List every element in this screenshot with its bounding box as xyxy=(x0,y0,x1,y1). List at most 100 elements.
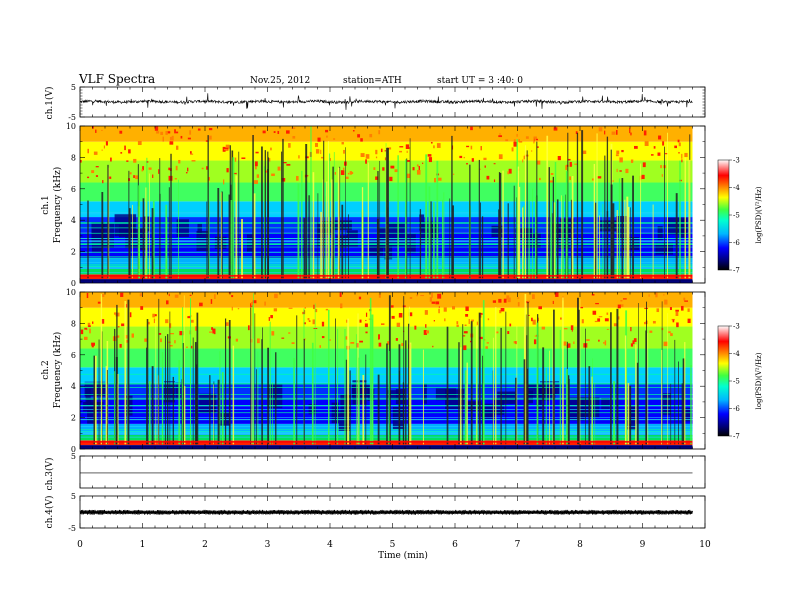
high-power-speckle xyxy=(187,137,191,140)
high-power-speckle xyxy=(231,306,233,311)
y-tick-label: 10 xyxy=(66,288,76,297)
high-power-speckle xyxy=(352,130,355,132)
high-power-speckle xyxy=(569,176,571,181)
ch1-voltage-trace xyxy=(80,93,693,110)
high-power-speckle xyxy=(629,128,631,134)
high-power-speckle xyxy=(643,130,647,136)
spectrogram-image xyxy=(80,126,693,283)
high-power-speckle xyxy=(658,135,662,140)
high-power-speckle xyxy=(325,308,329,311)
high-power-speckle xyxy=(304,307,306,309)
date-label: Nov.25, 2012 xyxy=(250,76,310,86)
high-power-speckle xyxy=(438,306,440,308)
colorbar-tick-label: -5 xyxy=(733,212,740,220)
high-power-speckle xyxy=(581,319,584,324)
high-power-speckle xyxy=(569,161,572,167)
high-power-speckle xyxy=(533,138,535,144)
high-power-speckle xyxy=(165,319,169,324)
high-power-speckle xyxy=(91,344,94,348)
high-power-speckle xyxy=(274,293,278,299)
low-power-patch xyxy=(196,230,210,252)
high-power-speckle xyxy=(373,167,376,170)
high-power-speckle xyxy=(255,166,257,170)
high-power-speckle xyxy=(444,318,446,322)
high-power-speckle xyxy=(437,177,442,181)
high-power-speckle xyxy=(205,140,209,142)
high-power-speckle xyxy=(619,157,623,163)
high-power-speckle xyxy=(660,165,662,169)
high-power-speckle xyxy=(522,159,524,163)
ch1-spectrogram-panel: 0 2 4 6 8 10 xyxy=(66,122,706,288)
high-power-speckle xyxy=(169,136,173,141)
high-power-speckle xyxy=(687,308,690,312)
high-power-speckle xyxy=(262,130,266,134)
high-power-speckle xyxy=(152,313,155,318)
high-power-speckle xyxy=(664,299,668,305)
high-power-speckle xyxy=(431,301,436,304)
high-power-speckle xyxy=(463,331,468,334)
high-power-speckle xyxy=(629,132,632,134)
high-power-speckle xyxy=(466,145,470,148)
high-power-speckle xyxy=(165,131,168,135)
high-power-speckle xyxy=(409,296,413,299)
high-power-speckle xyxy=(131,333,134,338)
high-power-speckle xyxy=(531,150,533,152)
y-tick-label: 0 xyxy=(71,445,76,454)
high-power-speckle xyxy=(539,177,541,181)
high-power-speckle xyxy=(465,314,469,317)
high-power-speckle xyxy=(226,168,229,173)
high-power-speckle xyxy=(463,156,465,159)
high-power-speckle xyxy=(479,336,483,340)
high-power-speckle xyxy=(438,308,440,314)
high-power-speckle xyxy=(406,173,411,179)
high-power-speckle xyxy=(384,157,387,161)
high-power-speckle xyxy=(314,308,318,313)
high-power-speckle xyxy=(291,342,295,344)
ch2-colorbar-label: log(PSD)(V²/Hz) xyxy=(755,352,763,409)
high-power-speckle xyxy=(365,160,367,163)
high-power-speckle xyxy=(170,333,174,335)
high-power-speckle xyxy=(426,330,430,334)
low-power-patch xyxy=(387,390,401,400)
high-power-speckle xyxy=(681,153,683,159)
high-power-speckle xyxy=(158,332,162,335)
high-power-speckle xyxy=(620,299,623,302)
high-power-speckle xyxy=(552,300,554,305)
ch3-voltage-panel: 5 xyxy=(71,452,706,489)
high-power-speckle xyxy=(101,129,103,131)
high-power-speckle xyxy=(668,331,671,334)
low-power-patch xyxy=(83,401,104,412)
high-power-speckle xyxy=(199,302,203,307)
high-power-speckle xyxy=(597,176,602,179)
high-power-speckle xyxy=(317,137,321,142)
high-power-speckle xyxy=(174,294,179,298)
low-power-patch xyxy=(197,223,202,236)
y-tick-label: 8 xyxy=(71,319,76,328)
high-power-speckle xyxy=(414,325,417,330)
high-power-speckle xyxy=(503,298,507,303)
high-power-speckle xyxy=(606,312,609,315)
x-tick-label: 8 xyxy=(577,540,583,550)
high-power-speckle xyxy=(119,343,122,348)
high-power-speckle xyxy=(684,300,689,302)
high-power-speckle xyxy=(437,293,442,299)
high-power-speckle xyxy=(592,178,594,181)
high-power-speckle xyxy=(434,177,436,183)
high-power-speckle xyxy=(296,175,299,181)
high-power-speckle xyxy=(616,168,618,173)
high-power-speckle xyxy=(538,306,542,310)
high-power-speckle xyxy=(611,131,616,135)
high-power-speckle xyxy=(644,141,649,146)
high-power-speckle xyxy=(650,154,654,156)
high-power-speckle xyxy=(168,293,170,297)
high-power-speckle xyxy=(399,146,404,148)
y-tick-label: 4 xyxy=(71,382,76,391)
high-power-speckle xyxy=(567,158,571,161)
high-power-speckle xyxy=(84,327,87,330)
high-power-speckle xyxy=(390,305,394,308)
low-power-patch xyxy=(351,385,371,398)
high-power-speckle xyxy=(158,169,160,174)
high-power-speckle xyxy=(91,170,95,174)
high-power-speckle xyxy=(389,176,393,182)
